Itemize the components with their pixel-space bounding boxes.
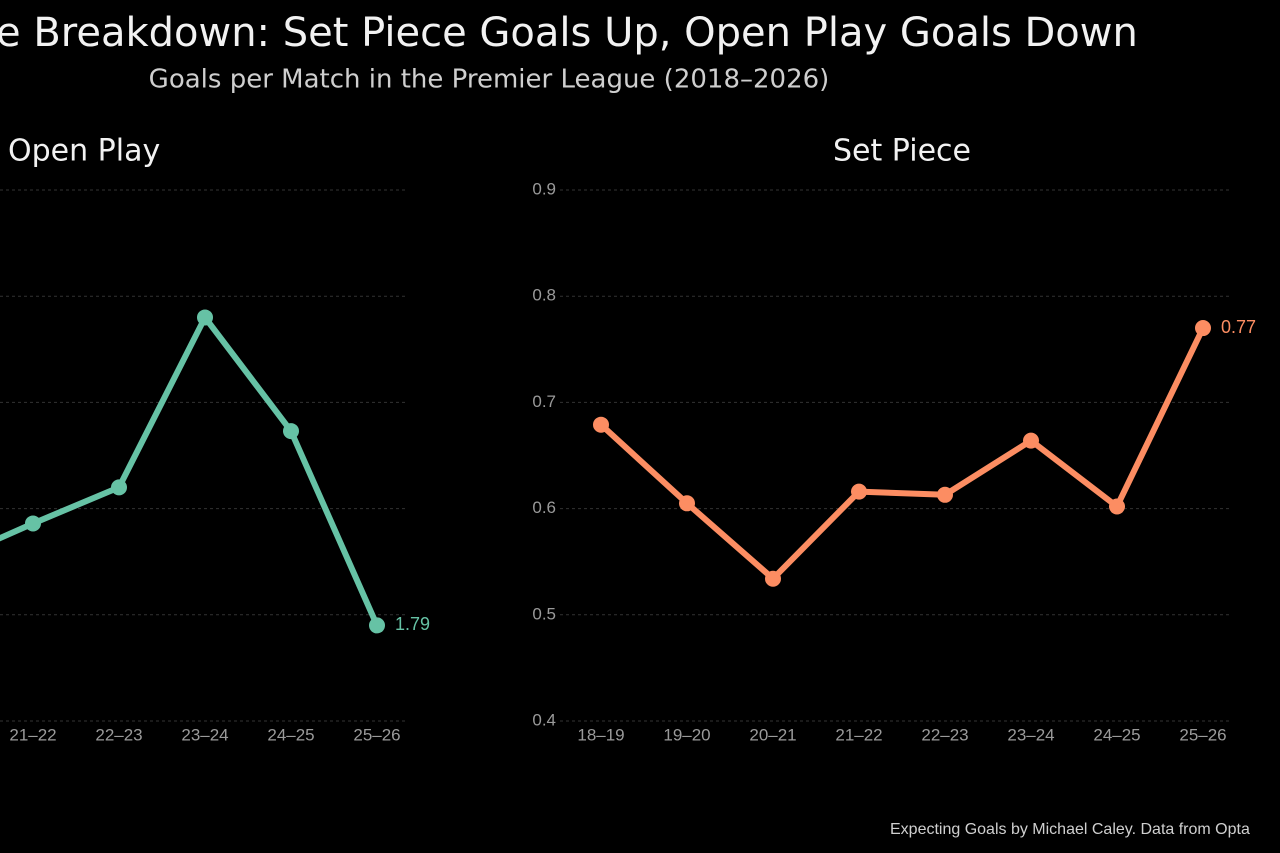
point: [111, 479, 127, 496]
figure-subtitle: Goals per Match in the Premier League (2…: [149, 65, 830, 95]
point: [851, 483, 867, 500]
y-tick-label: 0.4: [532, 710, 556, 729]
x-tick-label: 24–25: [267, 725, 314, 744]
y-tick-label: 0.5: [532, 604, 556, 623]
panel-title: Set Piece: [833, 134, 971, 169]
y-tick-label: 0.6: [532, 498, 556, 517]
x-tick-label: 25–26: [353, 725, 400, 744]
x-tick-label: 21–22: [835, 725, 882, 744]
x-tick-label: 21–22: [9, 725, 56, 744]
point: [1109, 498, 1125, 515]
x-tick-label: 19–20: [663, 725, 710, 744]
point: [369, 617, 385, 634]
x-tick-label: 23–24: [181, 725, 228, 744]
x-tick-label: 20–21: [749, 725, 796, 744]
value-label: 0.77: [1221, 317, 1256, 337]
point: [765, 570, 781, 587]
point: [1023, 432, 1039, 449]
x-tick-label: 22–23: [921, 725, 968, 744]
line: [0, 314, 380, 627]
x-tick-label: 22–23: [95, 725, 142, 744]
point: [283, 423, 299, 440]
panel-title: Open Play: [8, 134, 160, 169]
x-tick-label: 23–24: [1007, 725, 1054, 744]
point: [679, 495, 695, 512]
point: [25, 515, 41, 532]
x-tick-label: 25–26: [1179, 725, 1226, 744]
figure-title: e Breakdown: Set Piece Goals Up, Open Pl…: [0, 10, 1138, 56]
value-label: 1.79: [395, 614, 430, 634]
caption: Expecting Goals by Michael Caley. Data f…: [890, 821, 1250, 838]
y-tick-label: 0.9: [532, 179, 556, 198]
point: [593, 416, 609, 433]
y-tick-label: 0.8: [532, 286, 556, 305]
point: [937, 486, 953, 503]
x-tick-label: 18–19: [577, 725, 624, 744]
point: [197, 309, 213, 326]
x-tick-label: 24–25: [1093, 725, 1140, 744]
point: [1195, 320, 1211, 337]
line: [598, 326, 1206, 582]
y-tick-label: 0.7: [532, 392, 556, 411]
